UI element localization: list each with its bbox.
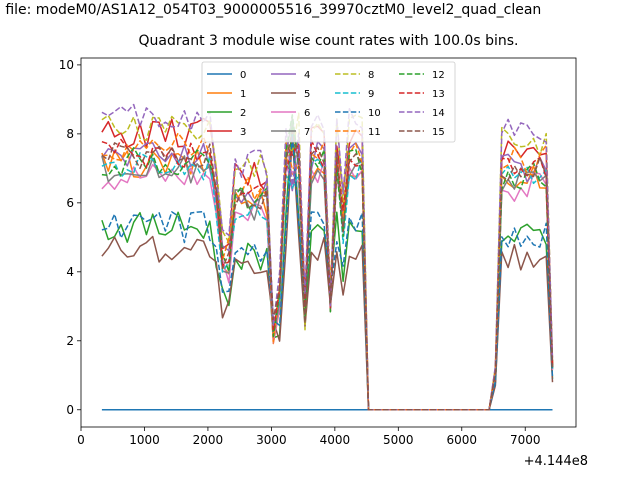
y-tick-label: 8 (66, 127, 74, 141)
x-tick-label: 6000 (446, 433, 477, 447)
legend-label-5: 5 (304, 89, 310, 100)
legend-label-12: 12 (432, 70, 445, 81)
y-axis: 0 2 4 6 8 10 (59, 58, 81, 417)
series-line-15 (101, 130, 554, 411)
x-tick-label: 3000 (256, 433, 287, 447)
legend-label-2: 2 (240, 108, 246, 119)
x-tick-label: 7000 (510, 433, 541, 447)
figure-suptitle: n file: modeM0/AS1A12_054T03_9000005516_… (0, 2, 542, 18)
series-line-5 (101, 135, 554, 411)
legend-box (201, 61, 456, 143)
legend-label-10: 10 (368, 108, 381, 119)
legend-label-7: 7 (304, 127, 310, 138)
x-tick-label: 4000 (320, 433, 351, 447)
x-tick-label: 0 (77, 433, 85, 447)
y-tick-label: 6 (66, 196, 74, 210)
legend-label-9: 9 (368, 89, 374, 100)
legend-label-14: 14 (432, 108, 445, 119)
x-tick-label: 2000 (193, 433, 224, 447)
x-offset-label: +4.144e8 (524, 454, 588, 469)
series-line-13 (101, 138, 554, 411)
legend-label-11: 11 (368, 127, 381, 138)
plot-frame (80, 57, 577, 428)
legend-label-3: 3 (240, 127, 246, 138)
chart-title: Quadrant 3 module wise count rates with … (138, 33, 519, 49)
x-tick-label: 5000 (383, 433, 414, 447)
y-tick-label: 2 (66, 334, 74, 348)
y-tick-label: 4 (66, 265, 74, 279)
series-line-9 (101, 152, 554, 411)
legend-label-0: 0 (240, 70, 246, 81)
legend-label-1: 1 (240, 89, 246, 100)
x-axis: 0 1000 2000 3000 4000 5000 6000 7000 (77, 427, 541, 447)
y-tick-label: 10 (59, 58, 74, 72)
series-line-1 (101, 148, 554, 411)
legend-label-4: 4 (304, 70, 310, 81)
legend-label-6: 6 (304, 108, 310, 119)
series-layer (101, 103, 554, 411)
legend-label-13: 13 (432, 89, 445, 100)
x-tick-label: 1000 (129, 433, 160, 447)
legend-label-15: 15 (432, 127, 445, 138)
legend-label-8: 8 (368, 70, 374, 81)
y-tick-label: 0 (66, 403, 74, 417)
